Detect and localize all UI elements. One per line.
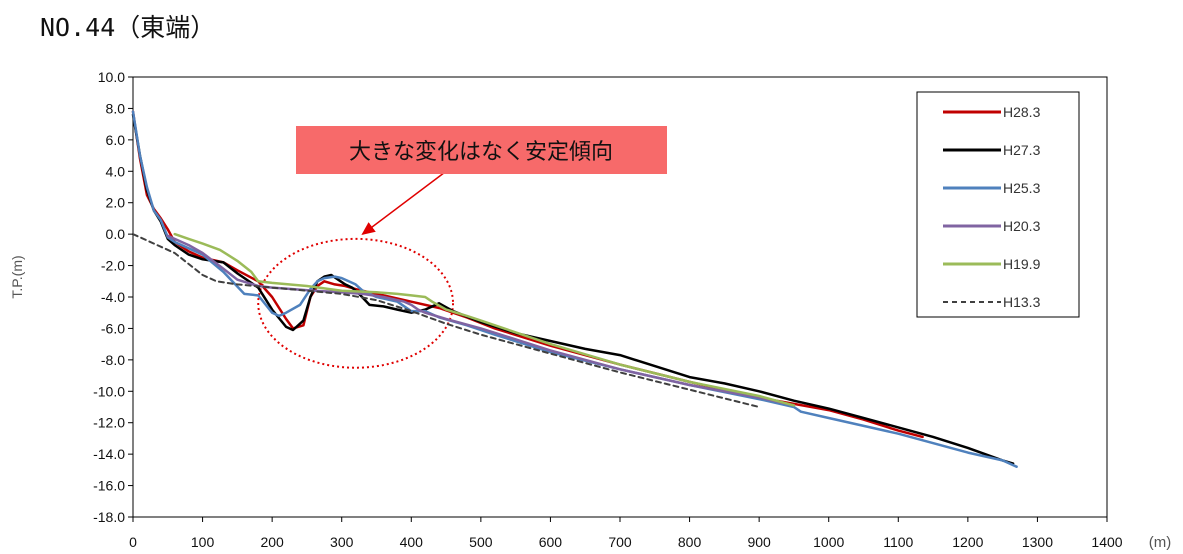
- x-tick-label: 0: [129, 534, 137, 550]
- x-tick-label: 300: [330, 534, 354, 550]
- series-line-H25.3: [131, 110, 1018, 468]
- x-tick-label: 1000: [813, 534, 844, 550]
- x-tick-label: 500: [469, 534, 493, 550]
- y-tick-label: -6.0: [101, 320, 125, 336]
- series-line-H13.3: [132, 233, 761, 408]
- legend-label: H13.3: [1003, 294, 1041, 310]
- y-tick-label: -8.0: [101, 352, 125, 368]
- y-tick-label: -16.0: [93, 478, 125, 494]
- y-tick-label: -4.0: [101, 289, 125, 305]
- annotation-layer: 大きな変化はなく安定傾向: [257, 126, 667, 369]
- legend-label: H20.3: [1003, 218, 1041, 234]
- legend-label: H28.3: [1003, 104, 1041, 120]
- y-tick-label: 10.0: [98, 69, 125, 85]
- highlight-ellipse: [257, 237, 455, 369]
- x-tick-label: 400: [400, 534, 424, 550]
- x-tick-label: 1200: [952, 534, 983, 550]
- x-tick-label: 1100: [883, 534, 913, 550]
- x-axis-unit: (m): [1149, 534, 1172, 551]
- x-tick-label: 600: [539, 534, 563, 550]
- y-tick-label: 2.0: [106, 195, 126, 211]
- y-tick-label: -10.0: [93, 383, 125, 399]
- y-tick-label: -18.0: [93, 509, 125, 525]
- series-line-H27.3: [131, 113, 1015, 465]
- page-title: NO.44（東端）: [40, 13, 216, 42]
- x-tick-label: 100: [191, 534, 215, 550]
- y-tick-label: 6.0: [106, 132, 126, 148]
- x-tick-label: 700: [608, 534, 632, 550]
- y-tick-label: 0.0: [106, 226, 126, 242]
- x-tick-label: 200: [260, 534, 284, 550]
- y-tick-label: -12.0: [93, 415, 125, 431]
- y-axis-title: T.P.(m): [9, 255, 25, 298]
- legend-label: H27.3: [1003, 142, 1041, 158]
- y-tick-label: 4.0: [106, 163, 126, 179]
- x-tick-label: 900: [747, 534, 771, 550]
- callout-text: 大きな変化はなく安定傾向: [349, 140, 613, 165]
- x-tick-label: 1400: [1091, 534, 1122, 550]
- x-tick-label: 800: [678, 534, 702, 550]
- y-tick-label: 8.0: [106, 100, 126, 116]
- y-tick-label: -2.0: [101, 258, 125, 274]
- series-line-H20.3: [166, 234, 796, 407]
- series-layer: [131, 110, 1018, 468]
- x-tick-label: 1300: [1022, 534, 1053, 550]
- axis-layer: 10.0 8.0 6.0 4.0 2.0 0.0 -2.0 -4.0 -6.0 -8.0 -10.0…: [9, 69, 1171, 551]
- legend-label: H25.3: [1003, 180, 1041, 196]
- legend: H28.3 H27.3 H25.3 H20.3 H19.9 H13.3: [916, 91, 1080, 318]
- callout-box: [296, 126, 667, 174]
- legend-label: H19.9: [1003, 256, 1041, 272]
- series-line-H19.9: [173, 232, 796, 407]
- legend-box: [916, 91, 1080, 318]
- y-tick-label: -14.0: [93, 446, 125, 462]
